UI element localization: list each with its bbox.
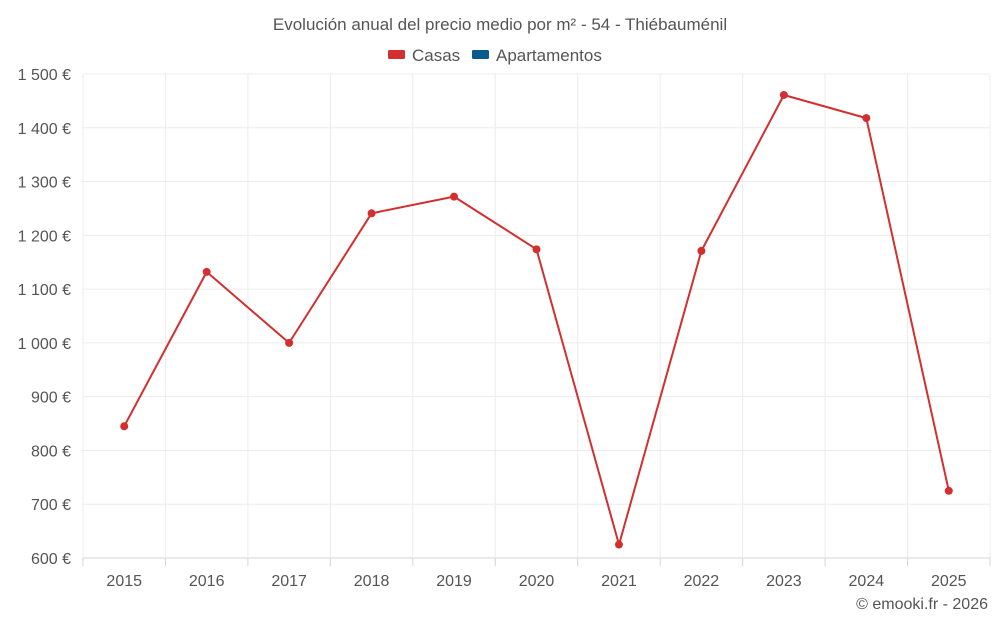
data-point-2023[interactable] [779,90,788,99]
y-tick-label: 1 200 € [18,228,71,245]
x-tick-label: 2024 [849,573,885,590]
chart-title: Evolución anual del precio medio por m² … [273,15,727,34]
data-point-2022[interactable] [697,246,706,255]
x-tick-label: 2015 [106,573,142,590]
x-tick-label: 2016 [189,573,225,590]
x-tick-label: 2023 [766,573,802,590]
data-point-2025[interactable] [944,486,953,495]
data-point-2024[interactable] [862,114,871,123]
credit-text: © emooki.fr - 2026 [856,596,988,613]
x-tick-label: 2017 [271,573,307,590]
data-point-2016[interactable] [202,267,211,276]
series-layer [120,90,953,549]
data-point-2017[interactable] [285,338,294,347]
x-axis: 2015 2016 2017 2018 2019 2020 2021 2022 2023 2024… [82,558,991,590]
y-tick-label: 1 100 € [18,282,71,299]
x-tick-label: 2022 [684,573,720,590]
legend-label-1[interactable]: Apartamentos [496,46,602,65]
legend: Casas Apartamentos [388,46,602,65]
y-tick-label: 1 400 € [18,121,71,138]
legend-swatch-1[interactable] [472,50,489,59]
y-tick-label: 800 € [31,443,71,460]
data-point-2020[interactable] [532,245,541,254]
data-point-2019[interactable] [450,192,459,201]
x-tick-label: 2019 [436,573,472,590]
legend-swatch-0[interactable] [388,50,405,59]
grid [82,73,991,559]
data-point-2018[interactable] [367,209,376,218]
y-tick-label: 1 300 € [18,175,71,192]
x-tick-label: 2020 [519,573,555,590]
y-axis: 600 € 700 € 800 € 900 € 1 000 € 1 100 € 1 200 … [18,67,71,568]
legend-label-0[interactable]: Casas [412,46,460,65]
y-tick-label: 1 000 € [18,336,71,353]
y-tick-label: 900 € [31,390,71,407]
x-tick-label: 2018 [354,573,390,590]
data-point-2015[interactable] [120,422,129,431]
x-tick-label: 2025 [931,573,967,590]
x-tick-label: 2021 [601,573,637,590]
y-tick-label: 1 500 € [18,67,71,84]
y-tick-label: 700 € [31,497,71,514]
data-point-2021[interactable] [614,540,623,549]
y-tick-label: 600 € [31,551,71,568]
